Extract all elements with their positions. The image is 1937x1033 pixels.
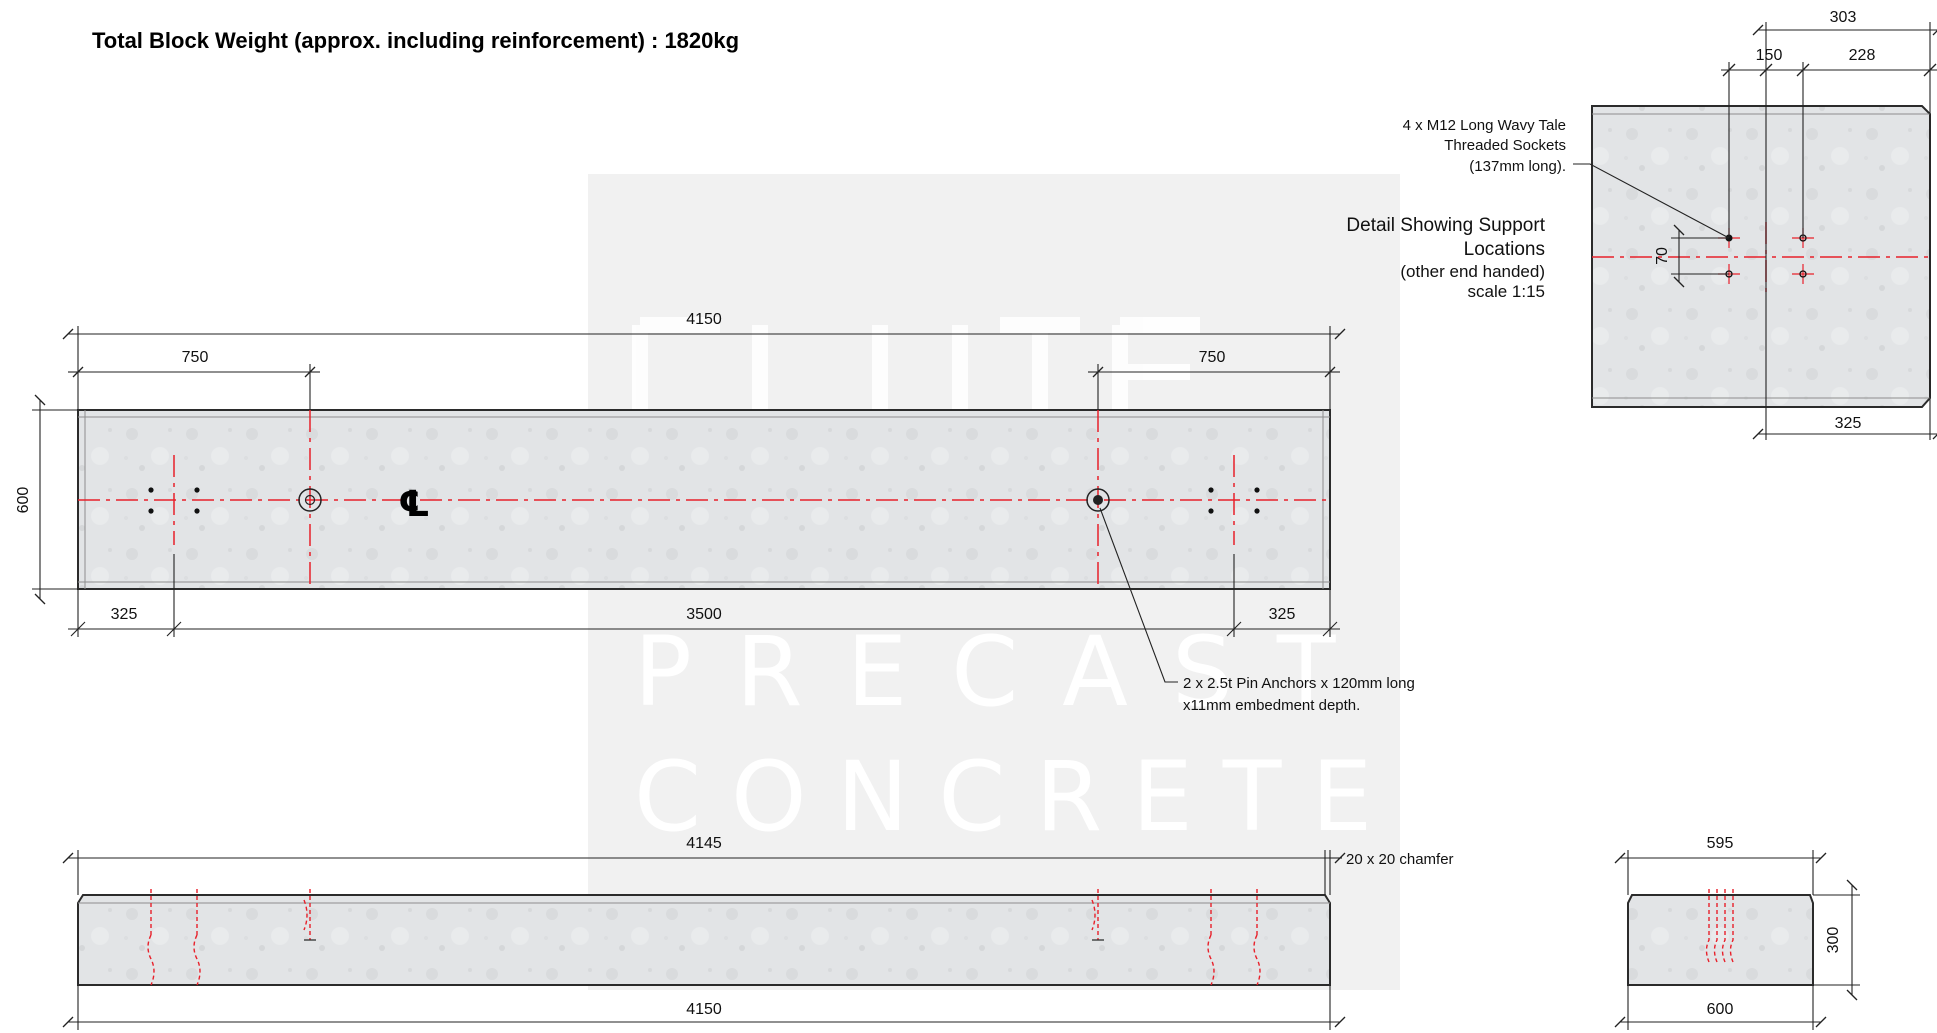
detail-view: 303 150 228 70 325 4 x M12 Long Wavy Tal…: [1346, 9, 1937, 440]
dim-end-top-label: 595: [1707, 835, 1734, 852]
page-title: Total Block Weight (approx. including re…: [92, 28, 739, 53]
dim-end-height-label: 300: [1825, 927, 1842, 954]
socket-note-line2: Threaded Sockets: [1444, 137, 1566, 154]
dim-elevation-bottom: [62, 985, 1346, 1030]
dim-detail-top-label: 303: [1830, 9, 1857, 26]
dim-end-offset-left: [68, 364, 320, 410]
end-sockets: [1705, 889, 1734, 963]
lifting-anchor-right: [1086, 488, 1110, 512]
detail-title-line2: Locations: [1464, 239, 1545, 260]
dim-end-height: [1813, 879, 1860, 1001]
dim-elevation-top-label: 4145: [686, 835, 722, 852]
dim-detail-chain-ticks: [1722, 63, 1937, 77]
socket-note-line3: (137mm long).: [1469, 158, 1566, 175]
dim-detail-vertical: [1671, 224, 1729, 288]
centerline-symbol: ℄: [398, 484, 430, 525]
dim-plan-height-label: 600: [15, 487, 32, 514]
dim-detail-right-label: 228: [1849, 47, 1876, 64]
dim-end-offset-right-label: 750: [1199, 349, 1226, 366]
dim-end-bottom: [1614, 985, 1827, 1030]
watermark-line1: PRECAST: [634, 616, 1380, 728]
dim-plan-height: [32, 394, 78, 605]
dim-end-offset-left-label: 750: [182, 349, 209, 366]
lifting-anchor-left: [298, 488, 322, 512]
dim-bottom-chain: [68, 554, 1340, 637]
dim-support-left-label: 325: [111, 606, 138, 623]
dim-end-top: [1614, 850, 1827, 895]
dim-end-bottom-label: 600: [1707, 1001, 1734, 1018]
dim-detail-left-label: 150: [1756, 47, 1783, 64]
dim-detail-bottom-label: 325: [1835, 415, 1862, 432]
detail-extension-lines: [1728, 22, 1931, 440]
detail-title-line1: Detail Showing Support: [1346, 215, 1545, 236]
plan-view: ℄ 4150 750 750 600: [15, 311, 1415, 714]
elevation-sockets: [147, 889, 1261, 986]
dim-anchor-spacing-label: 3500: [686, 606, 722, 623]
watermark-line2: CONCRETE: [634, 741, 1402, 853]
socket-note-line1: 4 x M12 Long Wavy Tale: [1403, 117, 1566, 134]
dim-elevation-bottom-label: 4150: [686, 1001, 722, 1018]
end-view: 595 600 300: [1614, 835, 1860, 1030]
socket-leader: [1573, 163, 1730, 239]
dim-support-right-label: 325: [1269, 606, 1296, 623]
end-block: [1627, 894, 1814, 986]
elevation-block: [77, 894, 1331, 986]
detail-title-line4: scale 1:15: [1468, 282, 1546, 301]
chamfer-note: 20 x 20 chamfer: [1346, 851, 1454, 868]
elevation-view: 4145 20 x 20 chamfer 4150: [62, 835, 1454, 1030]
plan-sockets: [148, 487, 1260, 514]
dim-overall-length-label: 4150: [686, 311, 722, 328]
anchor-leader: [1099, 507, 1178, 683]
dim-end-offset-right: [1088, 364, 1340, 410]
anchor-note-line1: 2 x 2.5t Pin Anchors x 120mm long: [1183, 675, 1415, 692]
dim-detail-vertical-label: 70: [1654, 247, 1671, 265]
detail-title-line3: (other end handed): [1400, 262, 1545, 281]
anchor-note-line2: x11mm embedment depth.: [1183, 697, 1360, 714]
